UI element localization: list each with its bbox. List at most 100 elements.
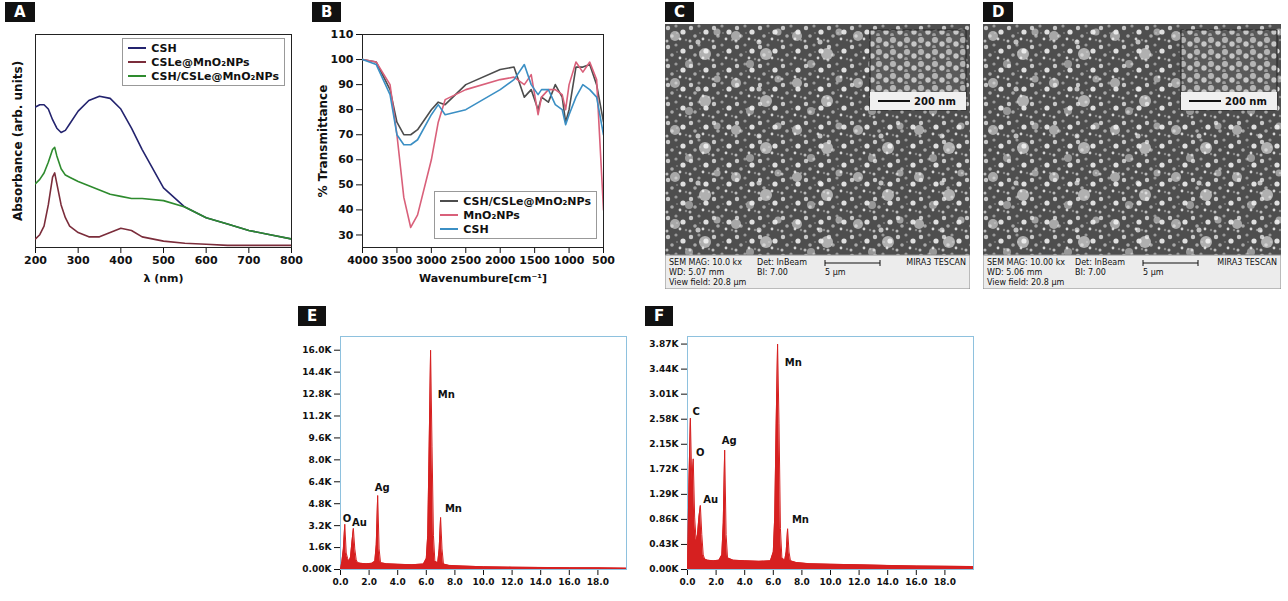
svg-text:3000: 3000 xyxy=(416,254,447,267)
svg-text:O: O xyxy=(696,447,705,458)
svg-text:SEM MAG: 10.0 kx: SEM MAG: 10.0 kx xyxy=(669,258,742,267)
svg-text:WD: 5.06 mm: WD: 5.06 mm xyxy=(987,268,1042,277)
html-text:CSH: CSH xyxy=(151,41,177,55)
svg-text:SEM MAG: 10.00 kx: SEM MAG: 10.00 kx xyxy=(987,258,1065,267)
html-text:CSH/CSLe@MnO₂NPs: CSH/CSLe@MnO₂NPs xyxy=(151,69,279,83)
svg-text:6.0: 6.0 xyxy=(765,577,781,587)
svg-text:700: 700 xyxy=(237,254,260,267)
svg-text:6.4K: 6.4K xyxy=(309,477,333,487)
svg-text:0.00K: 0.00K xyxy=(649,564,679,574)
svg-text:400: 400 xyxy=(109,254,132,267)
svg-text:200 nm: 200 nm xyxy=(1225,96,1267,107)
svg-text:C: C xyxy=(693,406,700,417)
svg-text:1.72K: 1.72K xyxy=(649,464,679,474)
svg-text:1.6K: 1.6K xyxy=(309,542,333,552)
svg-text:30: 30 xyxy=(338,228,354,241)
svg-text:70: 70 xyxy=(338,128,354,141)
svg-text:4.0: 4.0 xyxy=(390,577,406,587)
svg-text:1500: 1500 xyxy=(519,254,550,267)
svg-text:100: 100 xyxy=(331,53,354,66)
svg-text:50: 50 xyxy=(338,178,354,191)
svg-text:14.0: 14.0 xyxy=(530,577,552,587)
svg-text:14.0: 14.0 xyxy=(877,577,899,587)
svg-text:3500: 3500 xyxy=(382,254,413,267)
svg-text:Mn: Mn xyxy=(792,514,809,525)
svg-text:500: 500 xyxy=(592,254,615,267)
svg-text:BI: 7.00: BI: 7.00 xyxy=(757,268,788,277)
svg-text:Mn: Mn xyxy=(438,389,455,400)
svg-text:Ag: Ag xyxy=(722,435,737,446)
svg-text:10.0: 10.0 xyxy=(819,577,841,587)
svg-text:Det: InBeam: Det: InBeam xyxy=(1075,258,1125,267)
svg-text:2500: 2500 xyxy=(450,254,481,267)
svg-text:Mn: Mn xyxy=(445,503,462,514)
svg-text:16.0: 16.0 xyxy=(905,577,927,587)
svg-text:8.0: 8.0 xyxy=(447,577,463,587)
svg-text:300: 300 xyxy=(67,254,90,267)
svg-text:110: 110 xyxy=(331,28,354,41)
svg-text:2.0: 2.0 xyxy=(708,577,724,587)
svg-text:BI: 7.00: BI: 7.00 xyxy=(1075,268,1106,277)
svg-text:Det: InBeam: Det: InBeam xyxy=(757,258,807,267)
svg-text:2.0: 2.0 xyxy=(361,577,377,587)
svg-text:60: 60 xyxy=(338,153,354,166)
svg-text:16.0: 16.0 xyxy=(558,577,580,587)
svg-text:3.44K: 3.44K xyxy=(649,364,679,374)
svg-text:18.0: 18.0 xyxy=(934,577,956,587)
svg-text:80: 80 xyxy=(338,103,354,116)
html-text:CSLe@MnO₂NPs: CSLe@MnO₂NPs xyxy=(151,55,250,69)
svg-text:0.86K: 0.86K xyxy=(649,514,679,524)
svg-text:200: 200 xyxy=(24,254,47,267)
html-text:CSH/CSLe@MnO₂NPs: CSH/CSLe@MnO₂NPs xyxy=(463,194,591,208)
svg-text:Wavenumbure[cm⁻¹]: Wavenumbure[cm⁻¹] xyxy=(419,272,547,285)
svg-text:λ (nm): λ (nm) xyxy=(143,272,183,285)
html-text:Absorbance (arb. units): Absorbance (arb. units) xyxy=(11,60,25,221)
svg-text:3.87K: 3.87K xyxy=(649,339,679,349)
svg-text:Ag: Ag xyxy=(375,482,390,493)
svg-text:4.0: 4.0 xyxy=(737,577,753,587)
svg-text:2.58K: 2.58K xyxy=(649,414,679,424)
svg-text:3.2K: 3.2K xyxy=(309,521,333,531)
svg-text:0.43K: 0.43K xyxy=(649,539,679,549)
svg-text:12.0: 12.0 xyxy=(848,577,870,587)
svg-text:View field: 20.8 μm: View field: 20.8 μm xyxy=(987,278,1064,287)
svg-text:1000: 1000 xyxy=(554,254,585,267)
svg-text:1.29K: 1.29K xyxy=(649,489,679,499)
svg-text:11.2K: 11.2K xyxy=(302,411,332,421)
svg-text:2.15K: 2.15K xyxy=(649,439,679,449)
svg-text:MIRA3 TESCAN: MIRA3 TESCAN xyxy=(1217,258,1277,267)
svg-text:14.4K: 14.4K xyxy=(302,367,332,377)
svg-text:Mn: Mn xyxy=(785,357,802,368)
svg-text:3.01K: 3.01K xyxy=(649,389,679,399)
svg-text:5 μm: 5 μm xyxy=(1143,268,1164,277)
svg-text:18.0: 18.0 xyxy=(587,577,609,587)
svg-text:200 nm: 200 nm xyxy=(914,96,956,107)
svg-text:MIRA3 TESCAN: MIRA3 TESCAN xyxy=(906,258,966,267)
svg-text:Au: Au xyxy=(703,494,718,505)
svg-text:9.6K: 9.6K xyxy=(309,433,333,443)
svg-text:12.8K: 12.8K xyxy=(302,389,332,399)
svg-text:16.0K: 16.0K xyxy=(302,345,332,355)
svg-text:2000: 2000 xyxy=(485,254,516,267)
svg-text:8.0: 8.0 xyxy=(794,577,810,587)
svg-text:Au: Au xyxy=(352,517,367,528)
svg-text:6.0: 6.0 xyxy=(418,577,434,587)
svg-text:4000: 4000 xyxy=(347,254,378,267)
html-text:% Transmittance: % Transmittance xyxy=(316,84,330,197)
svg-text:40: 40 xyxy=(338,203,354,216)
svg-text:500: 500 xyxy=(152,254,175,267)
svg-text:800: 800 xyxy=(280,254,303,267)
svg-text:O: O xyxy=(343,513,352,524)
svg-text:12.0: 12.0 xyxy=(501,577,523,587)
svg-text:0.0: 0.0 xyxy=(333,577,349,587)
svg-text:View field: 20.8 μm: View field: 20.8 μm xyxy=(669,278,746,287)
svg-text:8.0K: 8.0K xyxy=(309,455,333,465)
svg-text:10.0: 10.0 xyxy=(472,577,494,587)
svg-text:0.0: 0.0 xyxy=(680,577,696,587)
svg-text:600: 600 xyxy=(195,254,218,267)
svg-text:90: 90 xyxy=(338,78,354,91)
svg-text:5 μm: 5 μm xyxy=(825,268,846,277)
svg-text:WD: 5.07 mm: WD: 5.07 mm xyxy=(669,268,724,277)
svg-text:4.8K: 4.8K xyxy=(309,499,333,509)
svg-text:0.00K: 0.00K xyxy=(302,564,332,574)
